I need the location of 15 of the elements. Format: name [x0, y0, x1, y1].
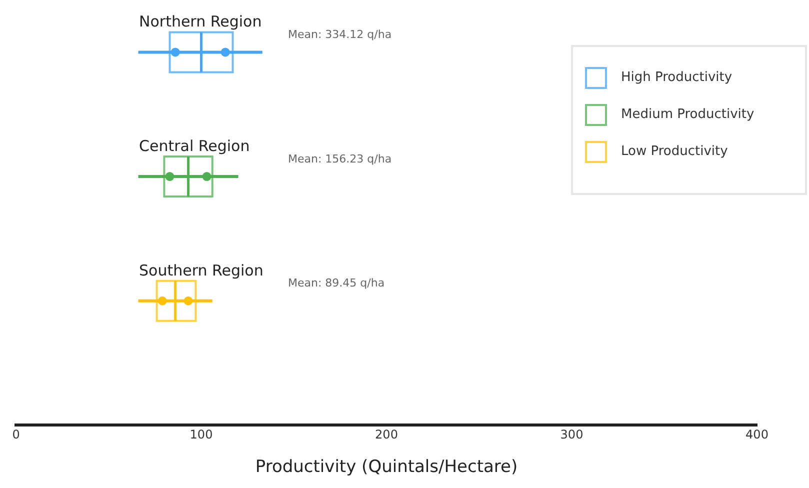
x-tick-label: 300	[560, 428, 584, 442]
x-tick-label: 0	[12, 428, 20, 442]
x-tick-label: 100	[190, 428, 213, 442]
annotation: Mean: 334.12 q/ha	[288, 28, 392, 42]
x-axis-title: Productivity (Quintals/Hectare)	[255, 457, 518, 478]
y-tick-label: Central Region	[139, 136, 250, 155]
annotation: Mean: 156.23 q/ha	[288, 152, 392, 166]
x-tick-label: 400	[746, 428, 768, 442]
x-tick-label: 200	[375, 428, 398, 442]
legend-label: Medium Productivity	[621, 107, 754, 122]
y-tick-label: Northern Region	[139, 12, 262, 31]
legend-label: Low Productivity	[621, 144, 728, 159]
annotation: Mean: 89.45 q/ha	[288, 276, 385, 290]
legend-label: High Productivity	[621, 70, 732, 85]
y-tick-label: Southern Region	[139, 261, 264, 280]
